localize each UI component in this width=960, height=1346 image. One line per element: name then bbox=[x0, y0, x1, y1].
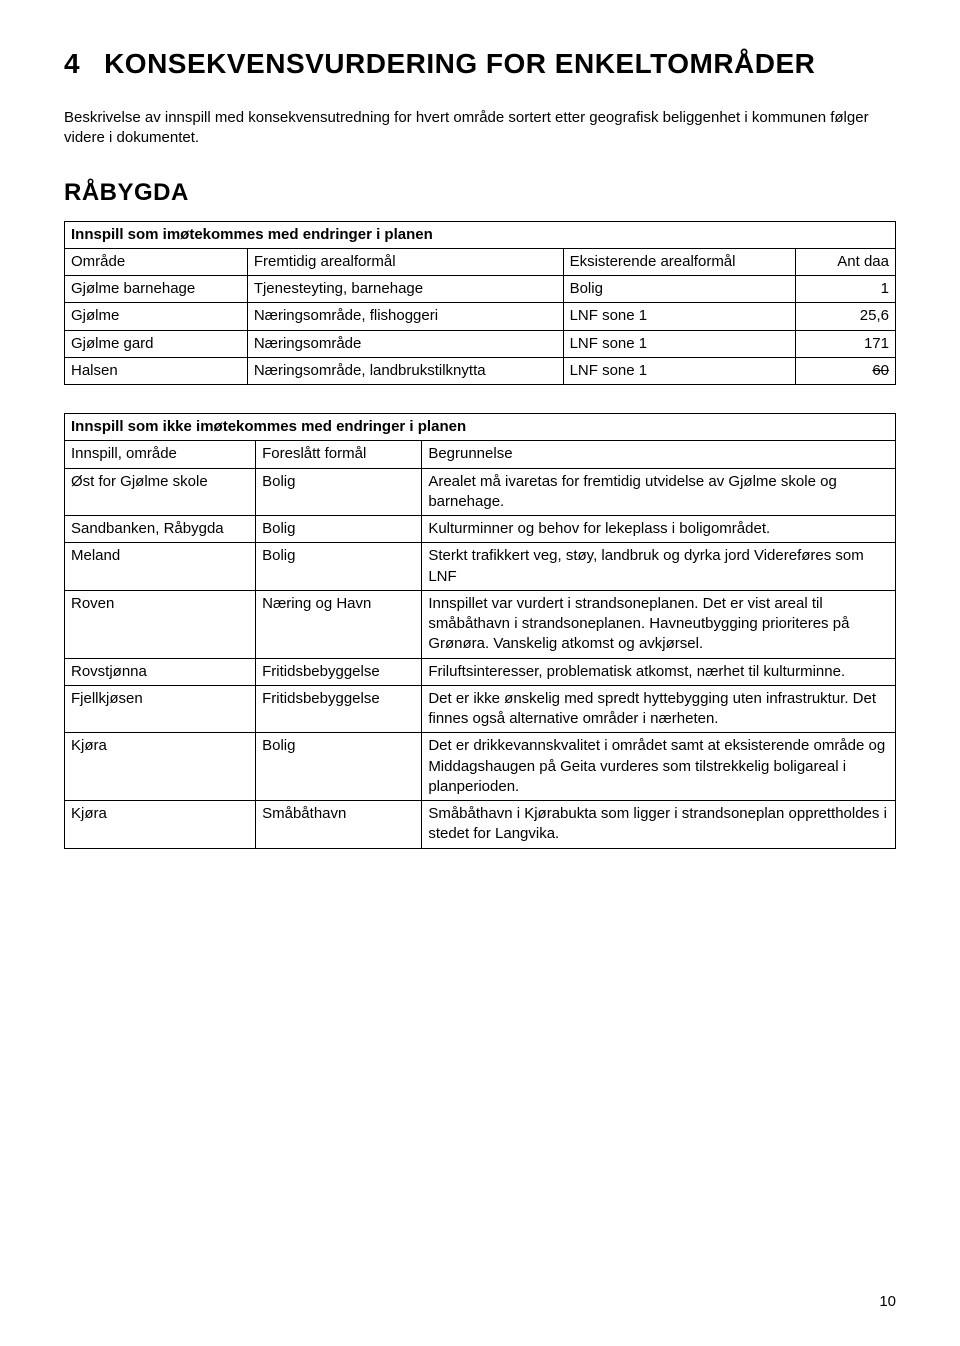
table-row: Innspill som imøtekommes med endringer i… bbox=[65, 221, 896, 248]
table-cell: Gjølme barnehage bbox=[65, 276, 248, 303]
table-cell: Rovstjønna bbox=[65, 658, 256, 685]
table-cell: Sandbanken, Råbygda bbox=[65, 516, 256, 543]
heading-number: 4 bbox=[64, 48, 80, 80]
table-cell: Roven bbox=[65, 590, 256, 658]
table-cell: Det er drikkevannskvalitet i området sam… bbox=[422, 733, 896, 801]
table-cell: 1 bbox=[796, 276, 896, 303]
section-title: RÅBYGDA bbox=[64, 179, 896, 207]
table-cell: Kulturminner og behov for lekeplass i bo… bbox=[422, 516, 896, 543]
table-cell: Meland bbox=[65, 543, 256, 591]
table-cell: Kjøra bbox=[65, 733, 256, 801]
table-cell: 171 bbox=[796, 330, 896, 357]
table-row: KjøraSmåbåthavnSmåbåthavn i Kjørabukta s… bbox=[65, 801, 896, 849]
table-cell: Småbåthavn i Kjørabukta som ligger i str… bbox=[422, 801, 896, 849]
table-header: Område bbox=[65, 248, 248, 275]
table-cell: Bolig bbox=[256, 543, 422, 591]
table-row: Gjølme barnehageTjenesteyting, barnehage… bbox=[65, 276, 896, 303]
table-cell: Gjølme bbox=[65, 303, 248, 330]
table-cell: Fritidsbebyggelse bbox=[256, 685, 422, 733]
table-rejected: Innspill som ikke imøtekommes med endrin… bbox=[64, 413, 896, 849]
table-row: RovenNæring og HavnInnspillet var vurder… bbox=[65, 590, 896, 658]
table-title: Innspill som imøtekommes med endringer i… bbox=[65, 221, 896, 248]
table-cell: Det er ikke ønskelig med spredt hyttebyg… bbox=[422, 685, 896, 733]
table-row: Øst for Gjølme skoleBoligArealet må ivar… bbox=[65, 468, 896, 516]
table-title: Innspill som ikke imøtekommes med endrin… bbox=[65, 414, 896, 441]
page-number: 10 bbox=[879, 1293, 896, 1310]
table-cell: Småbåthavn bbox=[256, 801, 422, 849]
intro-paragraph: Beskrivelse av innspill med konsekvensut… bbox=[64, 108, 884, 149]
table-row: GjølmeNæringsområde, flishoggeriLNF sone… bbox=[65, 303, 896, 330]
table-row: KjøraBoligDet er drikkevannskvalitet i o… bbox=[65, 733, 896, 801]
table-header: Foreslått formål bbox=[256, 441, 422, 468]
table-cell: Fjellkjøsen bbox=[65, 685, 256, 733]
table-cell: Arealet må ivaretas for fremtidig utvide… bbox=[422, 468, 896, 516]
table-cell: Bolig bbox=[256, 733, 422, 801]
table-cell: 25,6 bbox=[796, 303, 896, 330]
table-row: Område Fremtidig arealformål Eksisterend… bbox=[65, 248, 896, 275]
table-cell: Sterkt trafikkert veg, støy, landbruk og… bbox=[422, 543, 896, 591]
table-row: Innspill, område Foreslått formål Begrun… bbox=[65, 441, 896, 468]
table-cell: Næringsområde bbox=[247, 330, 563, 357]
table-cell: Fritidsbebyggelse bbox=[256, 658, 422, 685]
table-cell: LNF sone 1 bbox=[563, 330, 796, 357]
table-cell: Halsen bbox=[65, 357, 248, 384]
table-cell: Bolig bbox=[256, 468, 422, 516]
table-row: MelandBoligSterkt trafikkert veg, støy, … bbox=[65, 543, 896, 591]
table-header: Begrunnelse bbox=[422, 441, 896, 468]
table-cell: Næringsområde, flishoggeri bbox=[247, 303, 563, 330]
table-cell: 60 bbox=[796, 357, 896, 384]
table-header: Fremtidig arealformål bbox=[247, 248, 563, 275]
table-cell: Øst for Gjølme skole bbox=[65, 468, 256, 516]
table-cell: Innspillet var vurdert i strandsoneplane… bbox=[422, 590, 896, 658]
table-header: Innspill, område bbox=[65, 441, 256, 468]
table-cell: Næring og Havn bbox=[256, 590, 422, 658]
table-row: Innspill som ikke imøtekommes med endrin… bbox=[65, 414, 896, 441]
page-heading: 4 KONSEKVENSVURDERING FOR ENKELTOMRÅDER bbox=[64, 48, 896, 80]
table-cell: Bolig bbox=[563, 276, 796, 303]
table-cell: LNF sone 1 bbox=[563, 357, 796, 384]
table-cell: Næringsområde, landbrukstilknytta bbox=[247, 357, 563, 384]
table-header: Eksisterende arealformål bbox=[563, 248, 796, 275]
table-accepted: Innspill som imøtekommes med endringer i… bbox=[64, 221, 896, 386]
table-cell: Friluftsinteresser, problematisk atkomst… bbox=[422, 658, 896, 685]
table-cell: LNF sone 1 bbox=[563, 303, 796, 330]
table-cell: Kjøra bbox=[65, 801, 256, 849]
table-cell: Tjenesteyting, barnehage bbox=[247, 276, 563, 303]
table-cell: Gjølme gard bbox=[65, 330, 248, 357]
heading-title: KONSEKVENSVURDERING FOR ENKELTOMRÅDER bbox=[104, 48, 815, 80]
table-cell: Bolig bbox=[256, 516, 422, 543]
table-row: Sandbanken, RåbygdaBoligKulturminner og … bbox=[65, 516, 896, 543]
table-row: HalsenNæringsområde, landbrukstilknyttaL… bbox=[65, 357, 896, 384]
table-row: FjellkjøsenFritidsbebyggelseDet er ikke … bbox=[65, 685, 896, 733]
table-header: Ant daa bbox=[796, 248, 896, 275]
table-row: RovstjønnaFritidsbebyggelseFriluftsinter… bbox=[65, 658, 896, 685]
table-row: Gjølme gardNæringsområdeLNF sone 1171 bbox=[65, 330, 896, 357]
